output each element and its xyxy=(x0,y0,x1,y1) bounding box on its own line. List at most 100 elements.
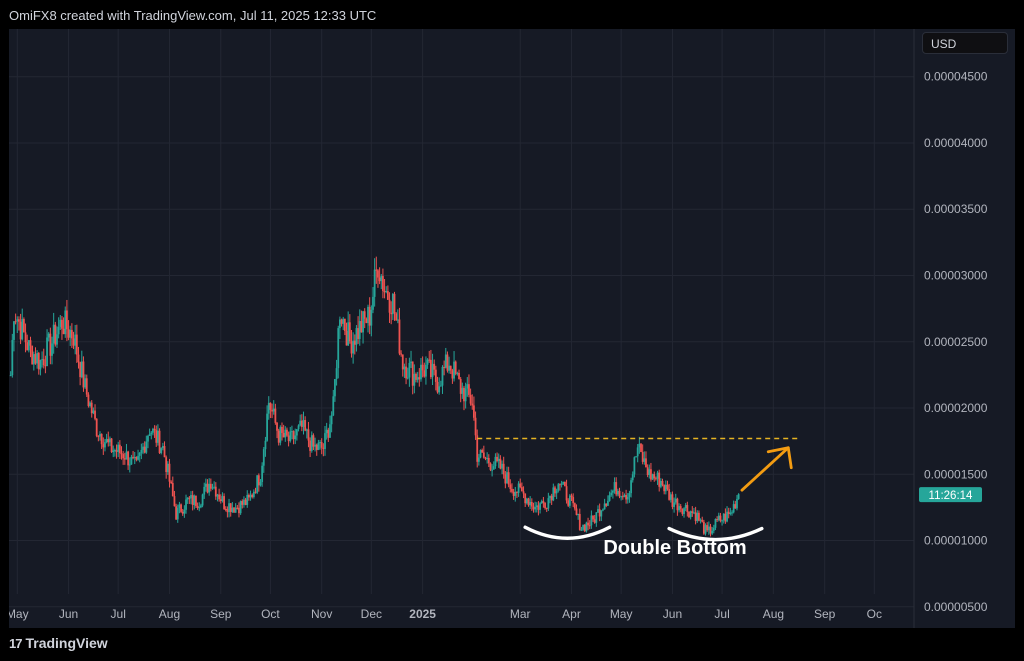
candle-body xyxy=(583,524,586,532)
candle-body xyxy=(287,435,290,442)
candle-body xyxy=(388,299,391,313)
candle-body xyxy=(613,482,616,491)
candle-body xyxy=(570,495,573,498)
candle-body xyxy=(499,458,502,469)
candle-body xyxy=(259,481,262,486)
candle-body xyxy=(75,334,78,355)
candle-body xyxy=(593,519,596,523)
candle-body xyxy=(615,482,618,495)
candle-body xyxy=(507,472,510,485)
candle-body xyxy=(128,464,131,466)
x-tick-label: Sep xyxy=(210,607,232,621)
candle-body xyxy=(433,363,436,370)
candle-body xyxy=(664,484,667,492)
candle-body xyxy=(501,463,503,469)
candle-body xyxy=(14,321,17,323)
x-tick-label: Oct xyxy=(261,607,280,621)
candle-body xyxy=(429,359,432,378)
candle-body xyxy=(348,322,351,342)
candle-body xyxy=(145,441,148,453)
candle-body xyxy=(512,491,515,496)
candle-body xyxy=(732,504,735,513)
candle-body xyxy=(734,504,737,509)
candle-body xyxy=(431,363,434,378)
double-bottom-arc xyxy=(667,526,764,542)
tradingview-brand: TradingView xyxy=(25,635,108,651)
candle-body xyxy=(173,496,176,507)
x-tick-label: Mar xyxy=(510,607,531,621)
candle-body xyxy=(264,440,267,450)
candle-body xyxy=(234,507,237,513)
candle-body xyxy=(295,429,298,436)
candle-body xyxy=(256,475,259,493)
candle-body xyxy=(161,446,164,449)
candle-body xyxy=(150,432,153,435)
candle-body xyxy=(721,520,723,522)
chart-panel xyxy=(9,29,1015,628)
candle-body xyxy=(668,489,671,500)
candle-body xyxy=(701,519,704,522)
candle-body xyxy=(218,494,221,500)
candle-body xyxy=(494,456,497,467)
candle-body xyxy=(712,527,715,531)
candle-body xyxy=(176,507,179,520)
candle-body xyxy=(142,446,144,450)
candle-body xyxy=(251,494,254,497)
candle-body xyxy=(645,458,647,468)
x-tick-label: Jul xyxy=(111,607,126,621)
candle-body xyxy=(681,508,684,514)
candle-body xyxy=(482,452,485,458)
candle-body xyxy=(110,438,113,453)
candle-body xyxy=(365,318,368,323)
candle-body xyxy=(466,384,469,389)
candle-body xyxy=(568,495,571,506)
candle-body xyxy=(438,386,441,393)
y-tick-label: 0.00000500 xyxy=(924,600,988,614)
price-chart[interactable]: 0.00000500 0.00001000 0.00001500 0.00002000… xyxy=(9,29,1015,628)
candle-body xyxy=(271,409,273,412)
candle-body xyxy=(51,343,53,356)
candle-body xyxy=(334,379,336,397)
candle-body xyxy=(434,369,437,382)
candle-body xyxy=(396,319,399,321)
candle-body xyxy=(702,521,705,534)
candle-body xyxy=(34,354,37,364)
candle-body xyxy=(626,496,629,500)
candle-body xyxy=(511,488,513,492)
candle-body xyxy=(509,484,512,489)
candle-body xyxy=(707,526,710,531)
candle-body xyxy=(332,396,335,416)
candle-body xyxy=(592,515,594,520)
candle-body xyxy=(550,495,553,501)
candle-body xyxy=(421,364,424,371)
candle-body xyxy=(233,507,235,513)
candle-body xyxy=(726,511,728,522)
candle-body xyxy=(709,526,712,534)
candle-body xyxy=(673,502,676,507)
candle-body xyxy=(132,456,134,458)
candle-body xyxy=(456,372,459,374)
candle-body xyxy=(208,483,211,493)
candle-body xyxy=(363,311,366,319)
candle-body xyxy=(44,365,47,367)
candle-body xyxy=(616,490,619,495)
candle-body xyxy=(16,319,19,322)
candle-body xyxy=(688,511,690,518)
candle-body xyxy=(443,366,446,368)
candle-body xyxy=(272,408,275,412)
breakout-arrow-head xyxy=(766,446,793,470)
candle-body xyxy=(540,501,543,504)
candle-body xyxy=(191,495,194,505)
candle-body xyxy=(229,503,232,512)
price-tag-background xyxy=(919,487,982,503)
candle-body xyxy=(299,420,302,426)
candle-body xyxy=(72,338,75,346)
currency-button[interactable]: USD xyxy=(922,32,1008,54)
x-tick-label: 2025 xyxy=(409,607,436,621)
candle-body xyxy=(532,506,535,510)
candle-body xyxy=(104,442,106,448)
candle-body xyxy=(459,378,462,394)
candle-body xyxy=(342,318,345,324)
candle-body xyxy=(471,403,474,406)
candle-body xyxy=(562,481,565,484)
